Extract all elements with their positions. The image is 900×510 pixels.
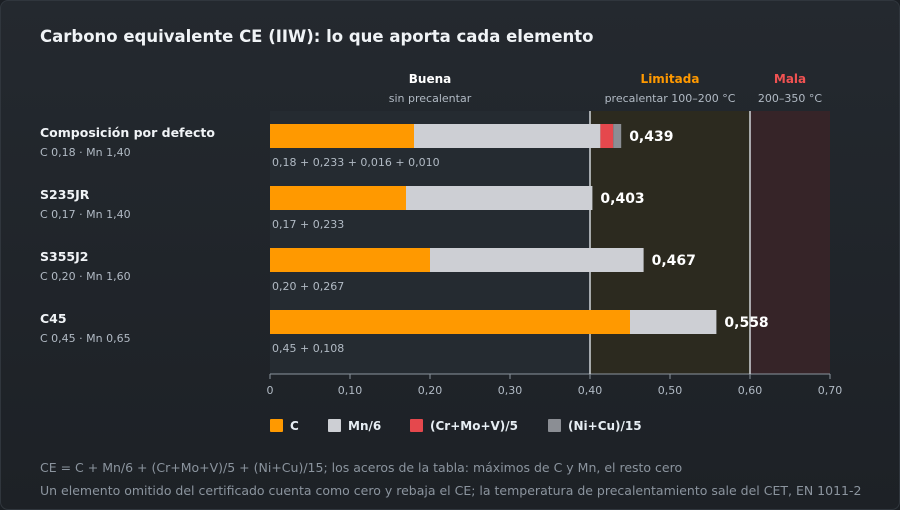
sum-label-1: 0,17 + 0,233	[272, 218, 344, 231]
bar-segment-3-0	[270, 310, 630, 334]
zone-name-1: Limitada	[641, 72, 700, 86]
bar-segment-2-1	[430, 248, 644, 272]
legend-label-2: (Cr+Mo+V)/5	[430, 419, 518, 433]
bar-segment-1-1	[406, 186, 593, 210]
category-composition-0: C 0,18 · Mn 1,40	[40, 146, 131, 159]
x-tick-label-0: 0	[267, 384, 274, 397]
category-label-1: S235JR	[40, 187, 90, 202]
total-label-1: 0,403	[600, 191, 644, 207]
category-label-0: Composición por defecto	[40, 125, 215, 140]
total-label-0: 0,439	[629, 129, 673, 145]
bar-segment-1-0	[270, 186, 406, 210]
zone-name-0: Buena	[409, 72, 451, 86]
zone-band-0	[270, 111, 590, 374]
category-composition-2: C 0,20 · Mn 1,60	[40, 270, 131, 283]
x-tick-label-5: 0,50	[658, 384, 683, 397]
bar-segment-0-1	[414, 124, 601, 148]
category-composition-1: C 0,17 · Mn 1,40	[40, 208, 131, 221]
legend-swatch-2	[410, 419, 423, 432]
x-tick-label-3: 0,30	[498, 384, 523, 397]
total-label-3: 0,558	[724, 315, 768, 331]
omission-note: Un elemento omitido del certificado cuen…	[40, 483, 861, 498]
chart-title: Carbono equivalente CE (IIW): lo que apo…	[40, 27, 594, 46]
zone-sub-2: 200–350 °C	[758, 92, 822, 105]
bar-segment-0-3	[613, 124, 622, 148]
x-tick-label-6: 0,60	[738, 384, 763, 397]
sum-label-2: 0,20 + 0,267	[272, 280, 344, 293]
x-tick-label-7: 0,70	[818, 384, 843, 397]
zone-sub-1: precalentar 100–200 °C	[605, 92, 736, 105]
zone-band-2	[750, 111, 830, 374]
category-label-3: C45	[40, 311, 67, 326]
legend-swatch-0	[270, 419, 283, 432]
zone-band-1	[590, 111, 750, 374]
bar-segment-3-1	[630, 310, 717, 334]
sum-label-3: 0,45 + 0,108	[272, 342, 344, 355]
legend-label-1: Mn/6	[348, 419, 381, 433]
zone-name-2: Mala	[774, 72, 806, 86]
category-composition-3: C 0,45 · Mn 0,65	[40, 332, 131, 345]
legend-label-3: (Ni+Cu)/15	[568, 419, 642, 433]
sum-label-0: 0,18 + 0,233 + 0,016 + 0,010	[272, 156, 440, 169]
bar-segment-0-2	[600, 124, 614, 148]
x-tick-label-2: 0,20	[418, 384, 443, 397]
total-label-2: 0,467	[652, 253, 696, 269]
legend-swatch-3	[548, 419, 561, 432]
category-label-2: S355J2	[40, 249, 88, 264]
x-tick-label-1: 0,10	[338, 384, 363, 397]
legend-label-0: C	[290, 419, 299, 433]
formula-note: CE = C + Mn/6 + (Cr+Mo+V)/5 + (Ni+Cu)/15…	[40, 460, 682, 475]
zone-sub-0: sin precalentar	[389, 92, 472, 105]
legend-swatch-1	[328, 419, 341, 432]
bar-segment-2-0	[270, 248, 430, 272]
x-tick-label-4: 0,40	[578, 384, 603, 397]
bar-segment-0-0	[270, 124, 414, 148]
